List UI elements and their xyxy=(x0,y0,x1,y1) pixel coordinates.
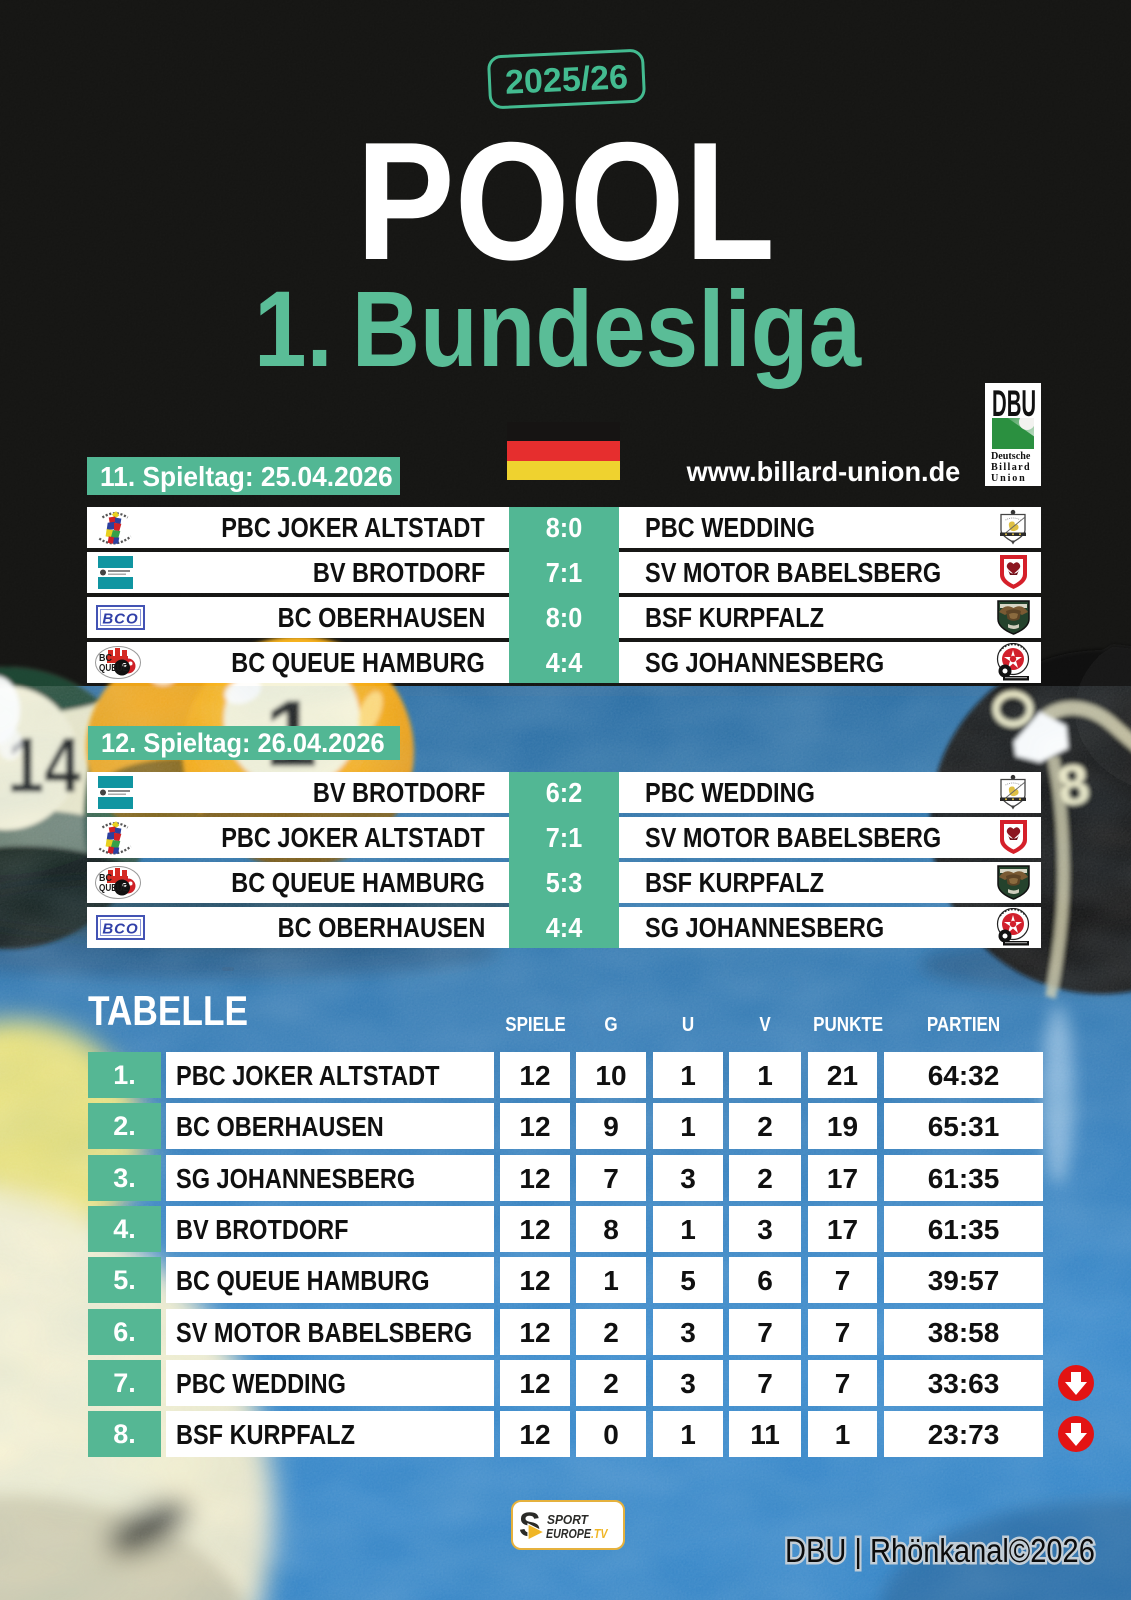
svg-text:EUROPE.TV: EUROPE.TV xyxy=(546,1526,609,1541)
svg-text:SPORT: SPORT xyxy=(547,1513,589,1528)
